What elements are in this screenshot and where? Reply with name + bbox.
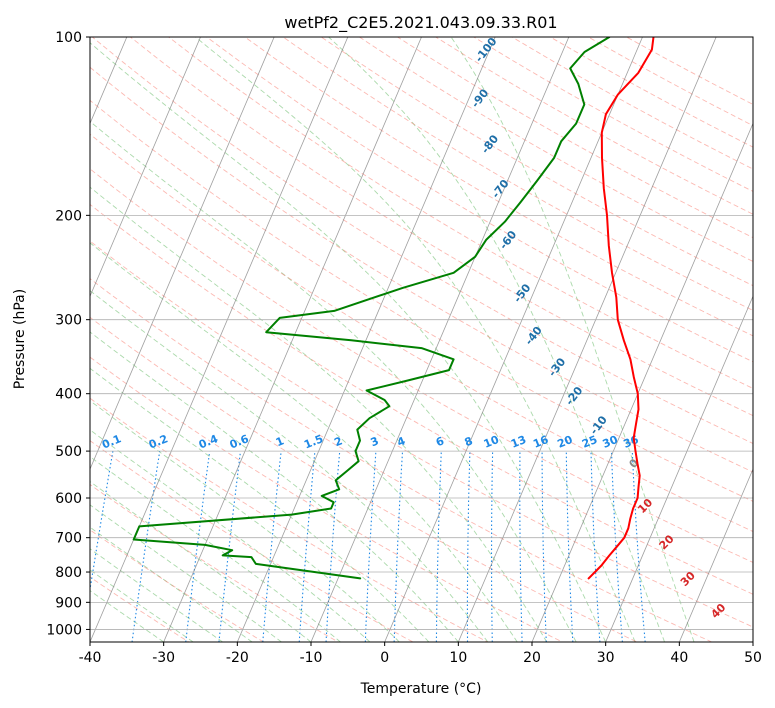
x-axis: -40 -30 -20 -10 0 10 20 30 40 50	[79, 642, 762, 666]
moist-adiabat-line	[90, 242, 518, 642]
dry-adiabat-line	[244, 37, 753, 337]
dry-adiabat-line	[90, 278, 713, 642]
isotherm-line	[163, 37, 422, 642]
y-tick-label: 600	[55, 491, 82, 507]
dry-adiabat-line	[129, 37, 753, 417]
moist-adiabat-line	[90, 480, 312, 642]
y-tick-label: 400	[55, 387, 82, 403]
mixing-ratio-label: 16	[531, 433, 550, 451]
isotherm-line	[236, 37, 496, 642]
x-tick-label: -20	[226, 650, 249, 666]
dry-adiabat-line	[90, 240, 753, 628]
x-tick-label: 40	[670, 650, 688, 666]
moist-adiabat-line	[90, 42, 607, 642]
dry-adiabat-line	[90, 397, 489, 642]
x-tick-label: -30	[152, 650, 175, 666]
moist-adiabat-line	[90, 569, 194, 642]
chart-title: wetPf2_C2E5.2021.043.09.33.R01	[284, 13, 557, 33]
y-tick-label: 800	[55, 565, 82, 581]
y-tick-label: 700	[55, 531, 82, 547]
x-tick-label: 20	[523, 650, 541, 666]
moist-adiabat-line	[327, 37, 666, 642]
dry-adiabat-line	[90, 483, 340, 642]
dry-adiabat-line	[90, 576, 190, 642]
isotherms	[0, 10, 753, 654]
isotherm-line	[457, 37, 717, 642]
mixing-ratio-label: 36	[621, 433, 640, 451]
dry-adiabat-line	[90, 99, 753, 502]
moist-adiabat-line	[450, 37, 695, 642]
dewpoint-line	[132, 37, 611, 580]
dry-adiabat-line	[167, 37, 753, 389]
pressure-gridlines	[90, 37, 753, 630]
x-tick-label: 0	[380, 650, 389, 666]
plot-background	[90, 37, 753, 642]
moist-adiabat-line	[90, 367, 430, 642]
mixing-ratio-label: 1	[274, 434, 286, 449]
x-tick-label: 50	[744, 650, 762, 666]
dry-adiabat-line	[90, 440, 414, 642]
moist-adiabat-line	[90, 590, 164, 642]
moist-adiabat-line	[90, 456, 341, 642]
y-axis: 100 200 300 400 500 600 700 800 900 1000	[46, 30, 90, 638]
mixing-ratio-label: 30	[601, 433, 620, 451]
mixing-ratio-label: 10	[482, 433, 501, 451]
x-axis-label: Temperature (°C)	[360, 681, 482, 697]
temperature-line	[587, 37, 655, 580]
isotherm-line	[531, 122, 753, 642]
mixing-ratio-label: 25	[580, 433, 599, 451]
mixing-ratio-label: 3	[369, 434, 381, 449]
moist-adiabat-line	[90, 331, 459, 642]
dry-adiabat-line	[90, 203, 753, 595]
y-tick-label: 1000	[46, 622, 82, 638]
moist-adiabat-line	[90, 400, 400, 642]
mixing-ratio-label: 13	[509, 433, 528, 451]
y-axis-label: Pressure (hPa)	[12, 289, 28, 389]
moist-adiabat-line	[90, 526, 253, 642]
dry-adiabat-line	[90, 66, 753, 473]
profile-series	[132, 37, 655, 580]
moist-adiabat-line	[90, 548, 223, 642]
y-tick-label: 300	[55, 313, 82, 329]
isotherm-line	[310, 37, 570, 642]
dry-adiabat-line	[282, 37, 753, 311]
mixing-ratio-label: 2	[332, 434, 344, 449]
plot-frame	[89, 36, 754, 643]
isotherm-line	[90, 37, 275, 471]
dry-adiabat-line	[90, 529, 265, 642]
isotherm-line	[605, 295, 753, 642]
mixing-ratio-label: 20	[555, 433, 574, 451]
x-tick-label: 30	[597, 650, 615, 666]
isotherm-line	[90, 37, 201, 298]
dry-adiabat-line	[90, 316, 639, 642]
isotherm-line	[0, 10, 65, 654]
x-tick-label: 10	[449, 650, 467, 666]
isotherm-line	[384, 37, 643, 642]
x-tick-label: -40	[79, 650, 102, 666]
isotherm-line	[90, 37, 349, 642]
dry-adiabat-line	[90, 356, 564, 642]
isotherm-line	[678, 468, 753, 642]
isotherm-line	[90, 37, 128, 125]
moist-adiabat-line	[90, 120, 577, 642]
moist-adiabat-line	[90, 186, 548, 642]
y-tick-label: 200	[55, 208, 82, 224]
y-tick-label: 100	[55, 30, 82, 46]
moist-adiabat-line	[90, 429, 371, 642]
y-tick-label: 900	[55, 595, 82, 611]
y-tick-label: 500	[55, 444, 82, 460]
x-tick-label: -10	[300, 650, 323, 666]
mixing-ratio-label: 8	[463, 434, 475, 449]
